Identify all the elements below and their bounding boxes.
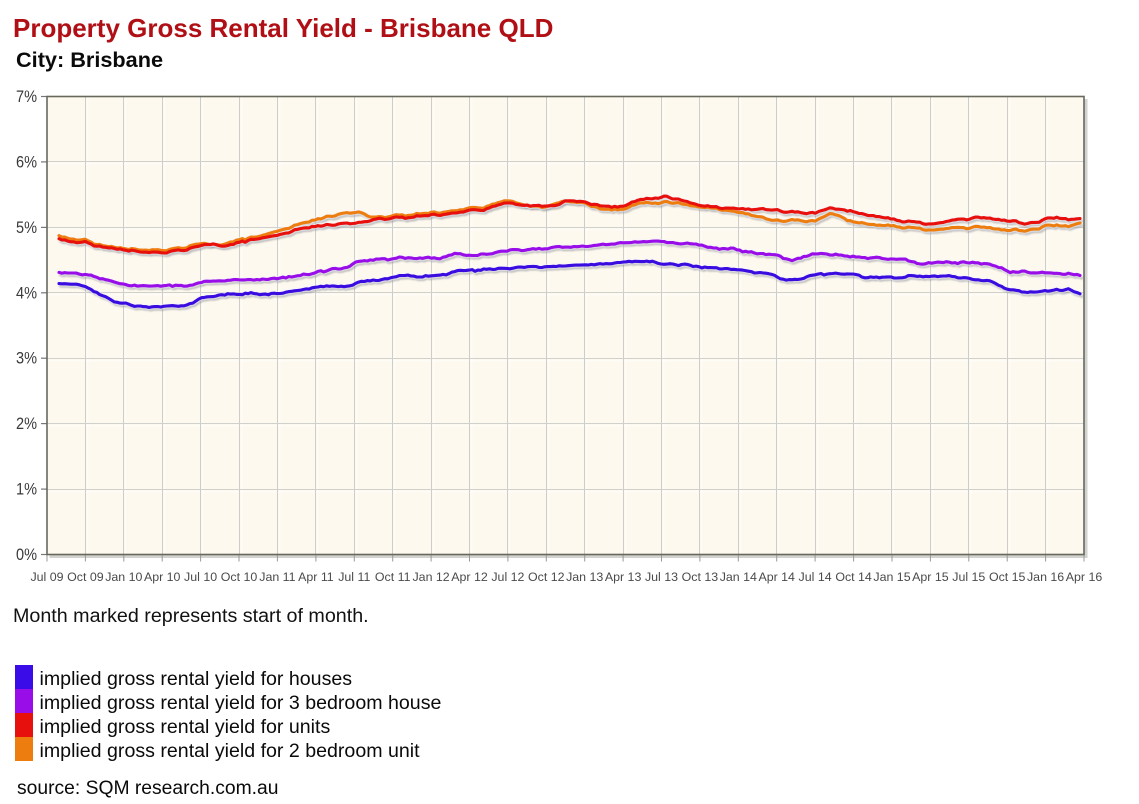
svg-text:Apr 15: Apr 15 [912,570,949,584]
svg-text:Apr 13: Apr 13 [605,570,642,584]
svg-text:Jan 16: Jan 16 [1027,570,1064,584]
svg-text:0%: 0% [16,546,37,564]
svg-text:Oct 09: Oct 09 [67,570,104,584]
svg-text:Jul 15: Jul 15 [952,570,985,584]
svg-text:Jul 12: Jul 12 [491,570,524,584]
svg-text:Jan 11: Jan 11 [259,570,295,584]
svg-text:7%: 7% [16,88,37,106]
svg-text:5%: 5% [16,219,37,237]
svg-text:Oct 14: Oct 14 [835,570,872,584]
svg-text:Apr 14: Apr 14 [758,570,795,584]
svg-text:Apr 10: Apr 10 [144,570,181,584]
svg-text:Oct 11: Oct 11 [375,570,411,584]
svg-text:Jul 14: Jul 14 [799,570,832,584]
svg-text:Oct 13: Oct 13 [682,570,719,584]
svg-text:Jan 12: Jan 12 [412,570,449,584]
svg-text:Apr 12: Apr 12 [451,570,488,584]
svg-text:Jan 14: Jan 14 [720,570,757,584]
svg-text:Jul 09: Jul 09 [30,570,63,584]
svg-text:Jul 13: Jul 13 [645,570,678,584]
svg-text:Jan 13: Jan 13 [566,570,603,584]
svg-text:1%: 1% [16,481,37,499]
svg-text:Apr 16: Apr 16 [1066,570,1103,584]
svg-text:Oct 12: Oct 12 [528,570,565,584]
svg-text:Jan 10: Jan 10 [105,570,142,584]
svg-text:Oct 15: Oct 15 [989,570,1026,584]
svg-text:Jan 15: Jan 15 [873,570,910,584]
svg-text:Oct 10: Oct 10 [221,570,258,584]
svg-text:Apr 11: Apr 11 [298,570,334,584]
svg-text:4%: 4% [16,284,37,302]
svg-text:Jul 11: Jul 11 [338,570,370,584]
svg-text:6%: 6% [16,153,37,171]
svg-text:Jul 10: Jul 10 [184,570,217,584]
svg-text:3%: 3% [16,350,37,368]
svg-text:2%: 2% [16,415,37,433]
